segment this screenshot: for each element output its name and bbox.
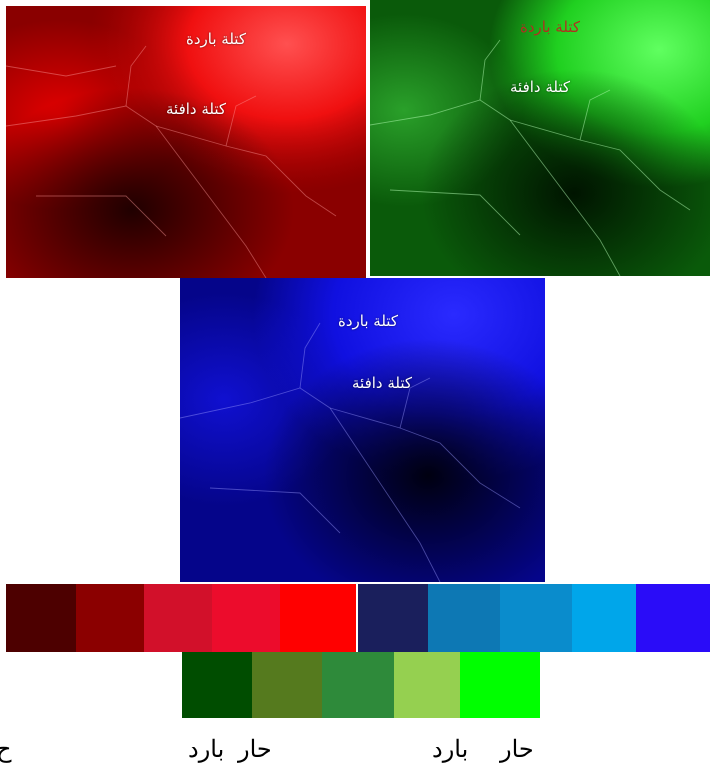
red-swatch: [144, 584, 212, 652]
cold-mass-label: كتلة باردة: [338, 312, 398, 330]
red-swatch: [212, 584, 280, 652]
blue-channel-map: [180, 278, 545, 582]
blue-swatch: [358, 584, 428, 652]
blue-swatch: [428, 584, 500, 652]
cold-mass-label: كتلة باردة: [186, 30, 246, 48]
green-swatch: [322, 652, 394, 718]
legend-cold-blue: بارد: [432, 736, 469, 763]
red-swatch: [6, 584, 76, 652]
green-channel-map: [370, 0, 710, 276]
green-swatch: [394, 652, 460, 718]
cold-mass-label: كتلة باردة: [520, 18, 580, 36]
warm-mass-label: كتلة دافئة: [166, 100, 227, 118]
red-channel-map: [6, 6, 366, 278]
red-channel-image: كتلة باردة كتلة دافئة: [6, 6, 366, 278]
green-swatch: [252, 652, 322, 718]
legend-cold-green: بارد: [188, 736, 225, 763]
green-scale: [182, 652, 540, 718]
green-swatch: [182, 652, 252, 718]
legend-hot-green: حار: [238, 736, 272, 763]
red-scale: [6, 584, 356, 652]
red-swatch: [76, 584, 144, 652]
legend-hot-blue: حار: [500, 736, 534, 763]
red-swatch: [280, 584, 356, 652]
legend-hot-red-partial: ح: [0, 736, 12, 763]
green-channel-image: كتلة باردة كتلة دافئة: [370, 0, 710, 276]
blue-swatch: [636, 584, 710, 652]
warm-mass-label: كتلة دافئة: [510, 78, 571, 96]
green-swatch: [460, 652, 540, 718]
blue-channel-image: كتلة باردة كتلة دافئة: [180, 278, 545, 582]
blue-swatch: [500, 584, 572, 652]
blue-scale: [358, 584, 710, 652]
warm-mass-label: كتلة دافئة: [352, 374, 413, 392]
blue-swatch: [572, 584, 636, 652]
